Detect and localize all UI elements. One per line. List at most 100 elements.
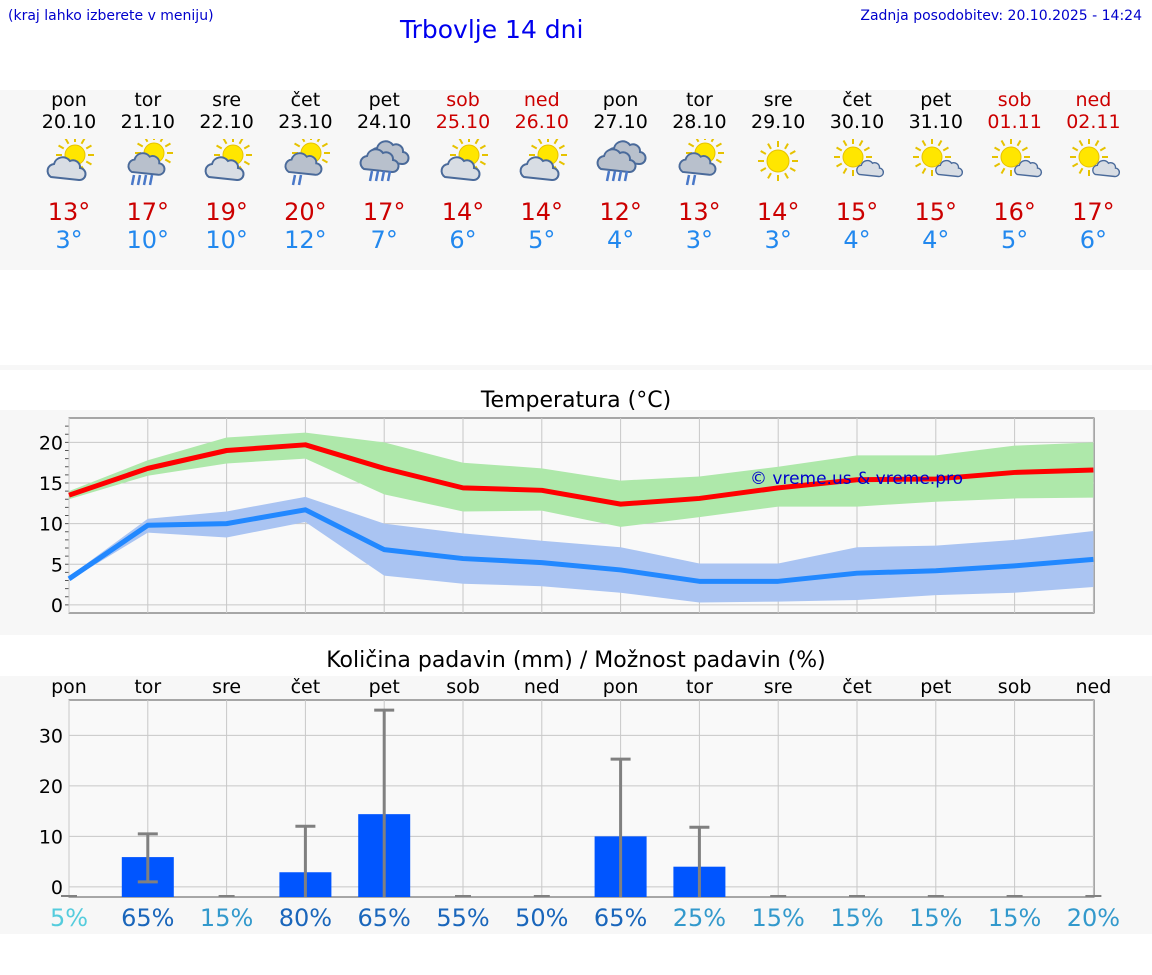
- day-date: 25.10: [435, 111, 491, 133]
- sun-cloud-light-rain-icon: [277, 134, 333, 189]
- day-name: čet: [290, 89, 321, 111]
- min-temperature: 3°: [685, 226, 714, 254]
- min-temperature: 12°: [284, 226, 327, 254]
- day-date: 23.10: [278, 111, 333, 133]
- y-tick-label: 20: [39, 432, 63, 454]
- min-temperature: 4°: [922, 226, 950, 254]
- day-date: 20.10: [41, 111, 97, 133]
- forecast-day: pon 20.10: [29, 89, 109, 133]
- y-tick-label: 20: [39, 776, 63, 798]
- y-tick-label: 30: [39, 725, 63, 747]
- day-date: 22.10: [199, 111, 254, 133]
- divider: [0, 365, 1152, 370]
- precip-chance: 15%: [987, 904, 1042, 932]
- precip-day-label: sob: [997, 676, 1032, 698]
- precip-day-label: pon: [51, 676, 87, 698]
- min-temperature: 10°: [126, 226, 170, 254]
- forecast-day: čet 30.10: [817, 89, 897, 133]
- day-date: 31.10: [908, 111, 963, 133]
- precip-day-label: sre: [763, 676, 793, 698]
- precip-day-label: sob: [446, 676, 480, 698]
- precip-day-label: pon: [602, 676, 639, 698]
- precip-chance: 15%: [909, 904, 963, 932]
- sun-cloud-icon: [199, 136, 255, 189]
- precip-chance: 65%: [121, 904, 175, 932]
- day-name: pon: [51, 89, 87, 111]
- min-temperature: 6°: [449, 226, 477, 254]
- range-band-max: [69, 432, 1094, 527]
- sun-small-cloud-icon: [987, 138, 1043, 189]
- y-tick-label: 10: [39, 514, 63, 536]
- min-temperature: 7°: [370, 226, 398, 254]
- sun-cloud-light-rain-icon: [671, 134, 727, 189]
- temperature-chart-title: Temperatura (°C): [480, 388, 672, 413]
- precip-day-label: sre: [212, 676, 242, 698]
- day-name: sre: [763, 89, 793, 111]
- forecast-day: pet 31.10: [896, 89, 976, 133]
- max-temperature: 15°: [914, 198, 958, 226]
- precip-chance: 15%: [751, 904, 805, 932]
- precip-day-label: čet: [842, 676, 872, 698]
- precip-chance: 20%: [1066, 904, 1121, 932]
- precip-chance: 25%: [672, 904, 727, 932]
- day-date: 02.11: [1066, 111, 1121, 133]
- sun-cloud-icon: [41, 136, 97, 189]
- watermark: © vreme.us & vreme.pro: [750, 469, 963, 489]
- day-date: 21.10: [120, 111, 175, 133]
- day-name: pon: [602, 89, 639, 111]
- series-line-min: [67, 507, 1094, 584]
- forecast-strip: [0, 90, 1152, 270]
- forecast-day: sob 01.11: [975, 89, 1055, 133]
- min-temperature: 5°: [1000, 226, 1029, 254]
- day-date: 30.10: [829, 111, 885, 133]
- precip-chance: 50%: [515, 904, 569, 932]
- max-temperature: 17°: [1072, 198, 1115, 226]
- min-temperature: 10°: [205, 226, 248, 254]
- cloud-rain-icon: [356, 139, 412, 189]
- min-temperature: 3°: [55, 226, 83, 254]
- precip-day-label: pet: [920, 676, 952, 698]
- precip-day-label: tor: [685, 676, 713, 698]
- max-temperature: 14°: [756, 198, 800, 226]
- forecast-day: sob 25.10: [423, 89, 503, 133]
- y-tick-label: 15: [39, 473, 63, 495]
- sun-small-cloud-icon: [1065, 138, 1121, 189]
- precip-chance: 15%: [830, 904, 884, 932]
- forecast-day: ned 26.10: [502, 89, 582, 133]
- day-name: sob: [997, 89, 1032, 111]
- precip-chance: 65%: [593, 904, 648, 932]
- sun-small-cloud-icon: [908, 138, 964, 189]
- last-updated: Zadnja posodobitev: 20.10.2025 - 14:24: [860, 8, 1142, 24]
- forecast-day: pon 27.10: [581, 89, 661, 133]
- day-date: 27.10: [593, 111, 648, 133]
- precip-chance: 15%: [199, 904, 254, 932]
- max-temperature: 15°: [835, 198, 879, 226]
- max-temperature: 14°: [441, 198, 485, 226]
- precip-day-label: tor: [134, 676, 162, 698]
- precip-chance: 55%: [436, 904, 490, 932]
- max-temperature: 19°: [205, 198, 248, 226]
- forecast-day: čet 23.10: [265, 89, 345, 133]
- max-temperature: 14°: [520, 198, 564, 226]
- day-name: ned: [1075, 89, 1112, 111]
- max-temperature: 13°: [678, 198, 721, 226]
- temperature-chart: 0 5 10 15 20 © vreme.us & vreme.pro: [39, 417, 1095, 617]
- precip-day-label: ned: [523, 676, 560, 698]
- forecast-day: pet 24.10: [344, 89, 424, 133]
- day-name: sre: [212, 89, 242, 111]
- y-tick-label: 5: [51, 554, 63, 576]
- y-tick-label: 10: [39, 826, 63, 848]
- max-temperature: 17°: [362, 198, 406, 226]
- day-name: pet: [368, 89, 400, 111]
- min-temperature: 6°: [1079, 226, 1108, 254]
- y-tick-label: 0: [51, 595, 63, 617]
- min-temperature: 4°: [606, 226, 635, 254]
- day-name: pet: [920, 89, 952, 111]
- sun-cloud-icon: [435, 136, 491, 189]
- max-temperature: 17°: [126, 198, 170, 226]
- precip-chance: 5%: [49, 904, 89, 932]
- day-date: 26.10: [514, 111, 569, 133]
- location-hint[interactable]: (kraj lahko izberete v meniju): [8, 8, 214, 24]
- min-temperature: 3°: [764, 226, 792, 254]
- max-temperature: 16°: [993, 198, 1036, 226]
